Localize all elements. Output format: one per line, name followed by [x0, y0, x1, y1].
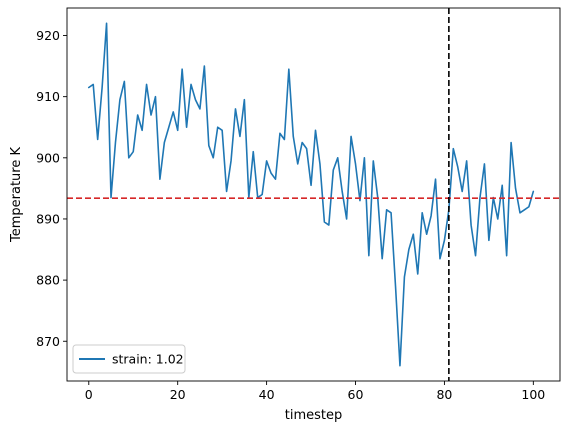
legend-label: strain: 1.02: [112, 352, 184, 367]
y-tick-label: 910: [36, 89, 60, 104]
legend: strain: 1.02: [72, 344, 186, 374]
y-tick-label: 920: [36, 28, 60, 43]
x-axis-label: timestep: [285, 408, 343, 423]
x-tick-label: 40: [259, 387, 275, 402]
x-tick-label: 0: [85, 387, 93, 402]
plot-area: 0 20 40 60 80 100 870 880 890 900 910 920: [36, 7, 561, 402]
x-tick-label: 80: [436, 387, 452, 402]
y-tick-label: 890: [36, 211, 60, 226]
x-tick-label: 20: [170, 387, 186, 402]
legend-box: [72, 344, 186, 374]
y-tick-label: 870: [36, 334, 60, 349]
x-tick-label: 100: [521, 387, 545, 402]
x-tick-label: 60: [348, 387, 364, 402]
y-tick-label: 880: [36, 273, 60, 288]
series-line-0: [87, 22, 535, 367]
y-tick-label: 900: [36, 150, 60, 165]
axes-frame: [66, 7, 561, 382]
y-axis-label: Temperature K: [9, 147, 24, 243]
